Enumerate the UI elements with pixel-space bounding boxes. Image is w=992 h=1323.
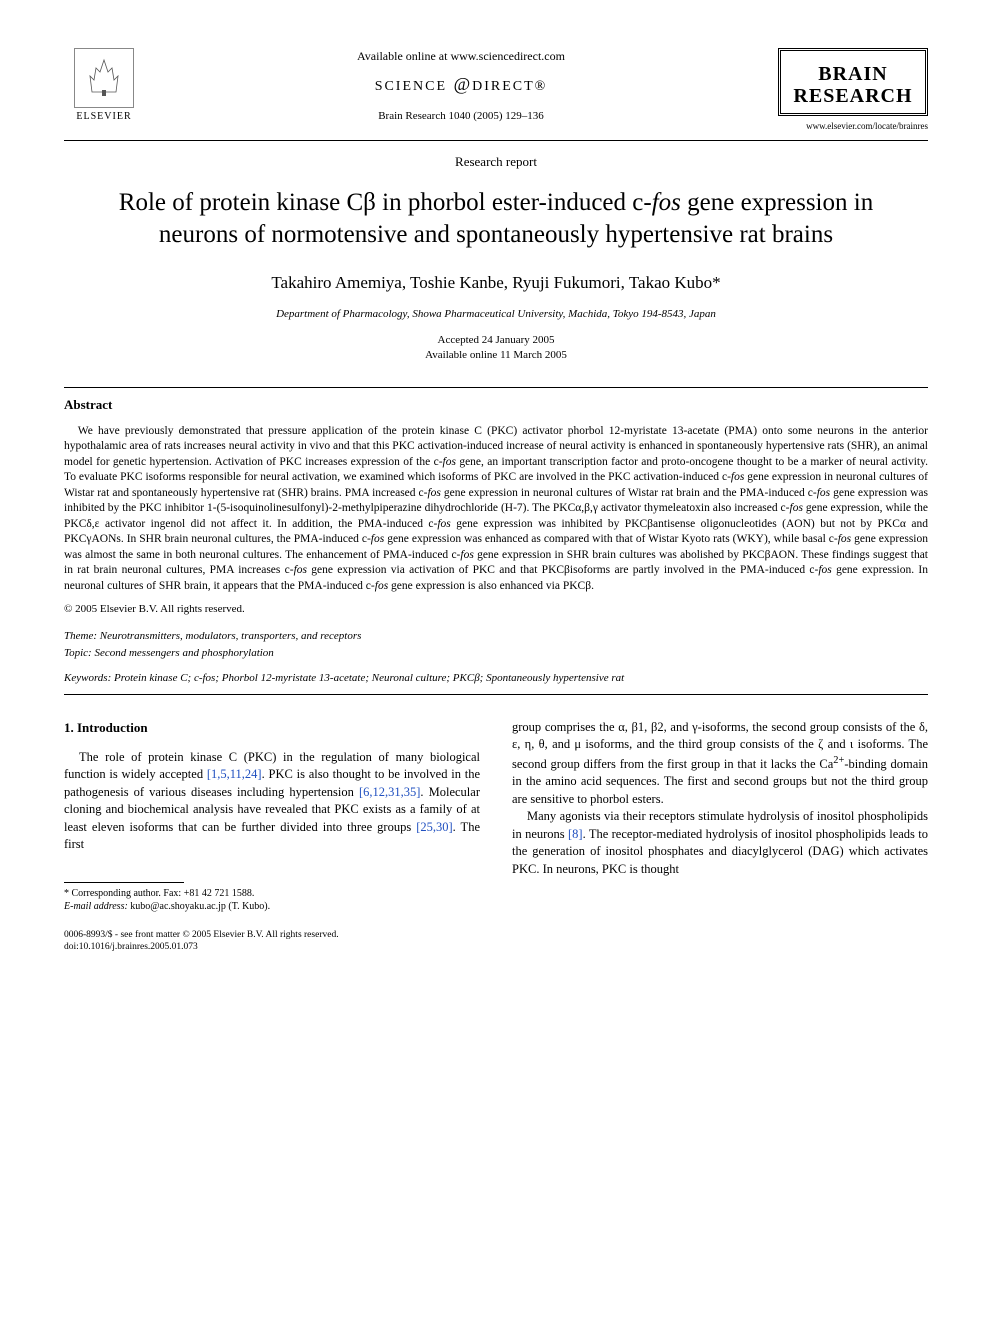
journal-title-line1: BRAIN (787, 63, 919, 85)
footer-line1: 0006-8993/$ - see front matter © 2005 El… (64, 929, 480, 941)
journal-box: BRAIN RESEARCH (778, 48, 928, 116)
topic-line: Topic: Second messengers and phosphoryla… (64, 646, 928, 661)
citation-line: Brain Research 1040 (2005) 129–136 (160, 109, 762, 124)
footnote-email-label: E-mail address: (64, 901, 128, 912)
intro-para1-cont: group comprises the α, β1, β2, and γ-iso… (512, 719, 928, 809)
abstract-rule-bottom (64, 694, 928, 695)
body-columns: 1. Introduction The role of protein kina… (64, 719, 928, 954)
footnote-email: E-mail address: kubo@ac.shoyaku.ac.jp (T… (64, 900, 480, 913)
sciencedirect-at-icon: @ (447, 74, 472, 94)
intro-para2: Many agonists via their receptors stimul… (512, 808, 928, 878)
footer-line2: doi:10.1016/j.brainres.2005.01.073 (64, 941, 480, 953)
elsevier-logo: ELSEVIER (64, 48, 144, 124)
keywords-value: Protein kinase C; c-fos; Phorbol 12-myri… (114, 672, 624, 684)
footnote-rule (64, 882, 184, 883)
topic-label: Topic: (64, 647, 92, 659)
intro-para1: The role of protein kinase C (PKC) in th… (64, 749, 480, 854)
available-online-text: Available online at www.sciencedirect.co… (160, 48, 762, 64)
sciencedirect-right: DIRECT® (472, 79, 547, 94)
date-online: Available online 11 March 2005 (64, 348, 928, 363)
theme-line: Theme: Neurotransmitters, modulators, tr… (64, 629, 928, 644)
elsevier-tree-icon (74, 48, 134, 108)
article-title: Role of protein kinase Cβ in phorbol est… (64, 187, 928, 252)
abstract-body: We have previously demonstrated that pre… (64, 424, 928, 595)
sciencedirect-logo: SCIENCE @DIRECT® (160, 72, 762, 97)
journal-block: BRAIN RESEARCH www.elsevier.com/locate/b… (778, 48, 928, 132)
header: ELSEVIER Available online at www.science… (64, 48, 928, 132)
authors: Takahiro Amemiya, Toshie Kanbe, Ryuji Fu… (64, 272, 928, 295)
affiliation: Department of Pharmacology, Showa Pharma… (64, 307, 928, 322)
keywords-label: Keywords: (64, 672, 111, 684)
intro-heading: 1. Introduction (64, 719, 480, 737)
header-rule (64, 140, 928, 141)
topic-value: Second messengers and phosphorylation (94, 647, 273, 659)
footnote-email-value: kubo@ac.shoyaku.ac.jp (T. Kubo). (130, 901, 270, 912)
footnote-corresponding: * Corresponding author. Fax: +81 42 721 … (64, 887, 480, 900)
abstract-heading: Abstract (64, 396, 928, 414)
journal-title-line2: RESEARCH (787, 85, 919, 107)
column-right: group comprises the α, β1, β2, and γ-iso… (512, 719, 928, 954)
center-header: Available online at www.sciencedirect.co… (144, 48, 778, 128)
copyright-line: © 2005 Elsevier B.V. All rights reserved… (64, 602, 928, 617)
theme-value: Neurotransmitters, modulators, transport… (100, 630, 362, 642)
sciencedirect-left: SCIENCE (375, 79, 447, 94)
column-left: 1. Introduction The role of protein kina… (64, 719, 480, 954)
journal-url: www.elsevier.com/locate/brainres (778, 120, 928, 132)
keywords-line: Keywords: Protein kinase C; c-fos; Phorb… (64, 671, 928, 686)
abstract-rule-top (64, 387, 928, 388)
elsevier-label: ELSEVIER (76, 110, 131, 124)
theme-label: Theme: (64, 630, 97, 642)
article-type: Research report (64, 153, 928, 171)
date-accepted: Accepted 24 January 2005 (64, 333, 928, 348)
dates: Accepted 24 January 2005 Available onlin… (64, 333, 928, 363)
